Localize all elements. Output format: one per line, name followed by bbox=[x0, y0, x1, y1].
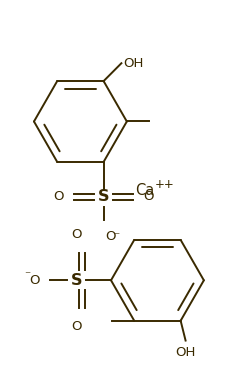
Text: O: O bbox=[54, 190, 64, 203]
Text: ++: ++ bbox=[155, 177, 174, 191]
Text: OH: OH bbox=[123, 57, 144, 70]
Text: Ca: Ca bbox=[135, 183, 154, 199]
Text: ⁻: ⁻ bbox=[113, 230, 120, 243]
Text: O: O bbox=[143, 190, 154, 203]
Text: O: O bbox=[71, 227, 82, 241]
Text: O: O bbox=[29, 274, 40, 287]
Text: OH: OH bbox=[176, 346, 196, 359]
Text: S: S bbox=[71, 273, 82, 288]
Text: O: O bbox=[106, 230, 116, 243]
Text: S: S bbox=[98, 189, 109, 204]
Text: ⁻: ⁻ bbox=[24, 269, 30, 282]
Text: O: O bbox=[71, 320, 82, 333]
